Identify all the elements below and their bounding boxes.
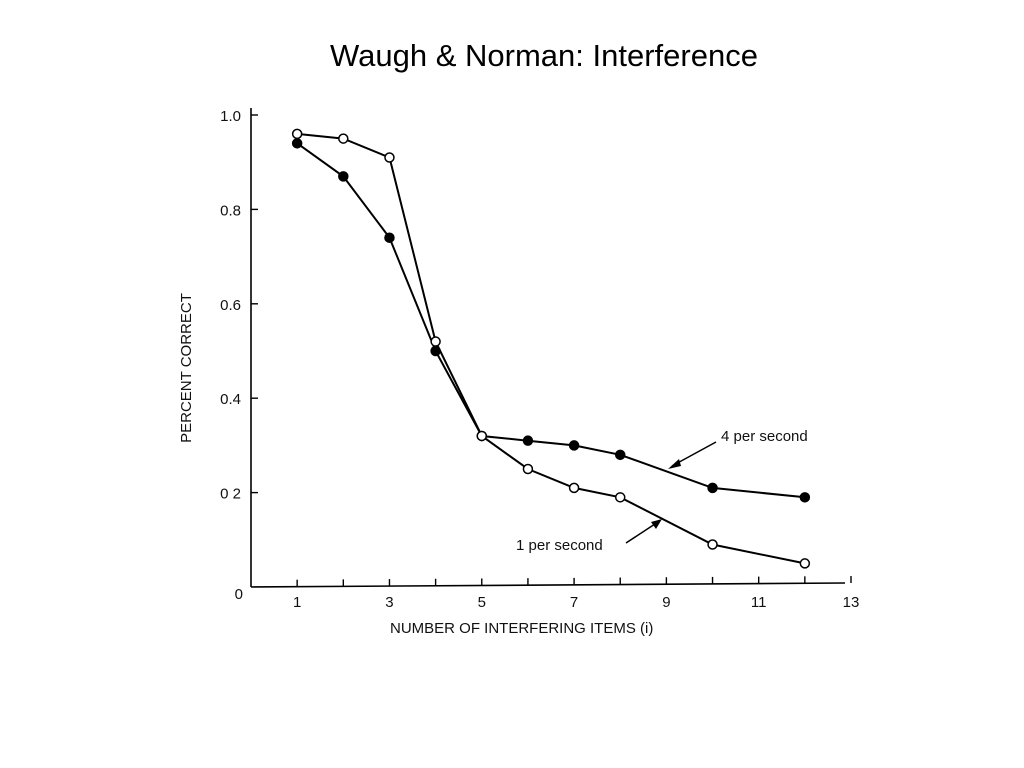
y-tick-label: 0 2 <box>220 486 241 503</box>
series-label-4-per-second: 4 per second <box>721 428 808 445</box>
series-label-1-per-second: 1 per second <box>516 537 603 554</box>
y-tick-label: 0.8 <box>220 202 241 219</box>
x-tick-label: 11 <box>751 594 767 611</box>
series-lines <box>296 132 806 565</box>
series-line-0 <box>296 142 805 499</box>
chart-axes <box>250 108 846 588</box>
y-tick-label: 0.6 <box>220 297 241 314</box>
filled-point <box>338 171 349 182</box>
y-tick-label: 0.4 <box>220 391 241 408</box>
open-point <box>476 430 488 442</box>
open-point <box>430 336 441 347</box>
x-axis-label: NUMBER OF INTERFERING ITEMS (i) <box>390 620 653 637</box>
x-axis-line <box>250 582 846 588</box>
slide-title: Waugh & Norman: Interference <box>330 38 758 73</box>
filled-point <box>384 232 395 243</box>
arrowhead-1-per-second <box>651 519 662 529</box>
filled-point <box>707 482 718 494</box>
series-markers <box>291 128 811 569</box>
chart-ticks: 00 20.40.60.81.01 3 5 7 9 11 13 <box>220 108 859 611</box>
y-axis-label: PERCENT CORRECT <box>178 293 195 443</box>
filled-point <box>430 345 441 357</box>
filled-point <box>291 138 303 149</box>
x-tick-label: 9 <box>662 594 670 611</box>
filled-point <box>522 435 534 446</box>
open-point <box>614 492 626 503</box>
x-tick-label: 7 <box>570 594 578 611</box>
open-point <box>338 133 349 144</box>
open-point <box>522 463 534 475</box>
open-point <box>384 152 395 163</box>
filled-point <box>568 440 580 451</box>
arrowhead-4-per-second <box>668 459 681 469</box>
open-point <box>799 558 811 569</box>
filled-point <box>614 449 626 461</box>
x-tick-label: 13 <box>843 594 860 611</box>
y-tick-label: 0 <box>235 586 243 603</box>
x-tick-label: 3 <box>385 594 393 611</box>
y-tick-label: 1.0 <box>220 108 241 125</box>
open-point <box>568 482 580 494</box>
series-line-1 <box>297 132 806 565</box>
arrow-1-per-second <box>625 521 659 544</box>
filled-point <box>799 492 811 503</box>
open-point <box>707 539 718 550</box>
x-tick-label: 1 <box>293 594 301 611</box>
x-tick-label: 5 <box>478 594 486 611</box>
open-point <box>291 128 303 140</box>
series-annotations: 4 per second 1 per second <box>516 428 808 554</box>
